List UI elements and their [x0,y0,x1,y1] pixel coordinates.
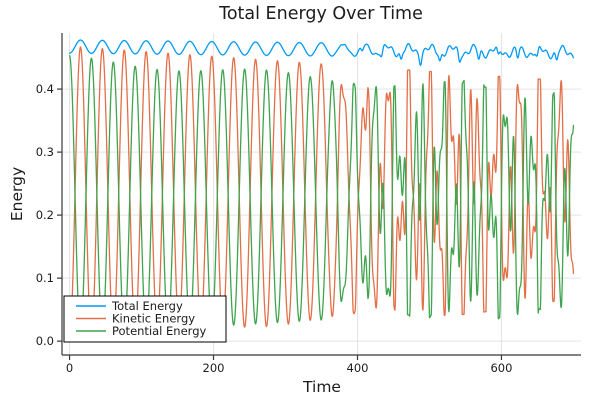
x-axis-label: Time [302,378,341,396]
x-tick-label: 200 [203,361,225,375]
x-tick-label: 400 [347,361,369,375]
y-tick-label: 0.0 [36,334,54,348]
series-layer [68,39,575,340]
legend-entry-label: Potential Energy [112,324,206,338]
y-tick-label: 0.3 [36,145,54,159]
y-tick-label: 0.1 [36,271,54,285]
y-axis-label: Energy [8,167,26,221]
series-line-kinetic-energy [68,46,575,340]
series-line-potential-energy [68,55,575,335]
chart-title: Total Energy Over Time [218,4,423,24]
y-tick-label: 0.4 [36,82,54,96]
y-tick-label: 0.2 [36,208,54,222]
legend-entry-label: Total Energy [111,299,183,313]
x-tick-label: 600 [490,361,512,375]
series-line-total-energy [68,39,575,67]
x-tick-label: 0 [66,361,73,375]
legend-entry-label: Kinetic Energy [112,312,195,326]
axes-layer: 0 200 400 600 0.0 0.1 0.2 0.3 0.4 [36,33,581,375]
